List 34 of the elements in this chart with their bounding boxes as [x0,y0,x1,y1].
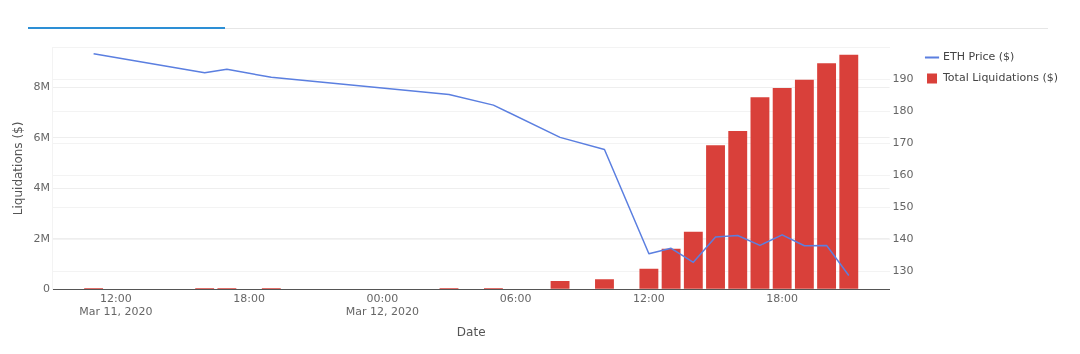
y2-tick-label: 180 [892,104,914,118]
bar [728,130,748,289]
legend-label: Total Liquidations ($) [942,71,1058,85]
x-axis-title: Date [456,324,486,339]
bar [839,54,859,289]
bar [639,268,659,289]
y2-tick-label: 130 [892,264,914,278]
x-tick-label: 12:00 [633,291,665,305]
y2-tick-label: 150 [892,200,914,214]
y2-tick-label: 140 [892,232,914,246]
x-tick-label: 18:00 [233,291,265,305]
y2-tick-label: 190 [892,72,914,86]
bar [750,97,770,289]
y2-tick-label: 170 [892,136,914,150]
x-tick-label: 06:00 [499,291,532,305]
y-tick-label: 0 [42,282,50,296]
y-tick-label: 4M [33,181,50,195]
bar [661,248,681,289]
y-tick-label: 8M [33,80,50,94]
y-axis-title: Liquidations ($) [11,121,26,216]
bar [706,145,725,289]
x-tick-label: 12:00 Mar 11, 2020 [79,291,153,318]
legend-label: ETH Price ($) [943,50,1015,64]
y2-tick-label: 160 [892,168,914,182]
bar [595,279,614,289]
y-tick-label: 2M [33,231,50,245]
bar [794,79,814,289]
y-tick-label: 6M [33,130,50,144]
bar [772,87,792,289]
bar [683,231,703,289]
bar [550,281,570,289]
bar [817,63,837,289]
x-tick-label: 18:00 [766,291,799,305]
x-tick-label: 00:00 Mar 12, 2020 [345,291,419,318]
